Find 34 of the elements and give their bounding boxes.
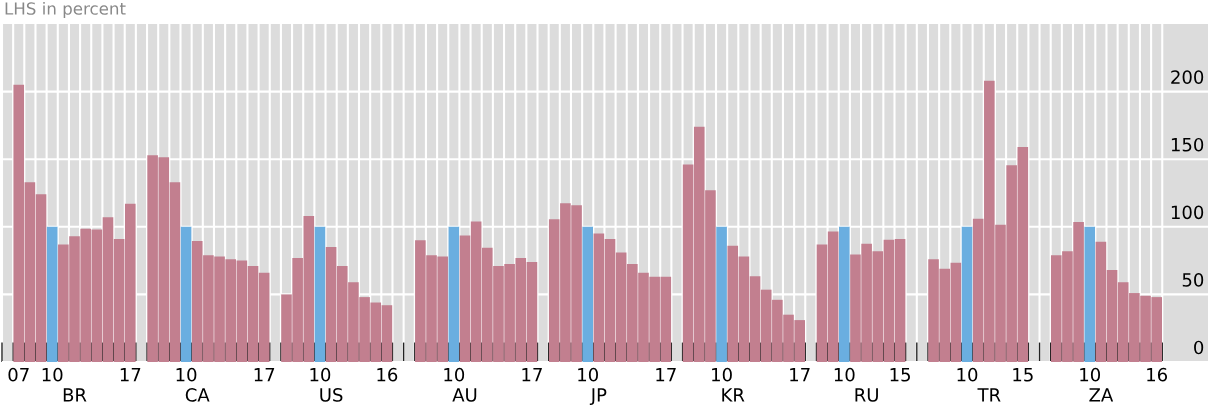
x-tick-label: 07	[8, 367, 29, 382]
x-tick-label: 10	[1080, 367, 1101, 382]
x-tick-label: 17	[790, 368, 810, 382]
x-tick-label: 17	[254, 368, 275, 382]
x-tick-label: 10	[957, 367, 978, 382]
x-tick-label: TR	[977, 388, 1001, 402]
x-tick-label: BR	[63, 388, 87, 402]
y-tick-label: 200	[1171, 70, 1204, 84]
y-axis-title: LHS in percent	[5, 1, 126, 19]
y-tick-label: 100	[1171, 205, 1204, 220]
x-tick-label: ZA	[1089, 388, 1114, 402]
x-tick-label: 17	[120, 368, 141, 382]
y-tick-label: 50	[1182, 273, 1204, 287]
x-tick-label: 16	[1147, 367, 1168, 382]
x-tick-label: US	[320, 388, 343, 402]
x-tick-label: 15	[890, 368, 910, 382]
x-tick-label: JP	[589, 388, 607, 406]
x-tick-label: 10	[712, 367, 732, 382]
x-tick-label: 17	[656, 368, 676, 382]
x-tick-label: 16	[377, 367, 398, 382]
x-tick-label: 15	[1013, 368, 1033, 382]
x-tick-label: 17	[522, 368, 542, 382]
x-tick-label: 10	[310, 367, 331, 382]
x-tick-label: 10	[42, 367, 63, 382]
x-tick-label: 10	[578, 367, 598, 382]
y-tick-label: 0	[1194, 340, 1204, 355]
x-tick-label: 10	[834, 367, 855, 382]
x-tick-label: 10	[176, 367, 197, 382]
x-tick-label: AU	[452, 388, 477, 402]
x-tick-label: KR	[722, 388, 745, 402]
x-tick-label: CA	[185, 388, 210, 402]
x-tick-label: 10	[444, 367, 465, 382]
x-tick-label: RU	[855, 388, 878, 402]
y-tick-label: 150	[1171, 137, 1204, 152]
